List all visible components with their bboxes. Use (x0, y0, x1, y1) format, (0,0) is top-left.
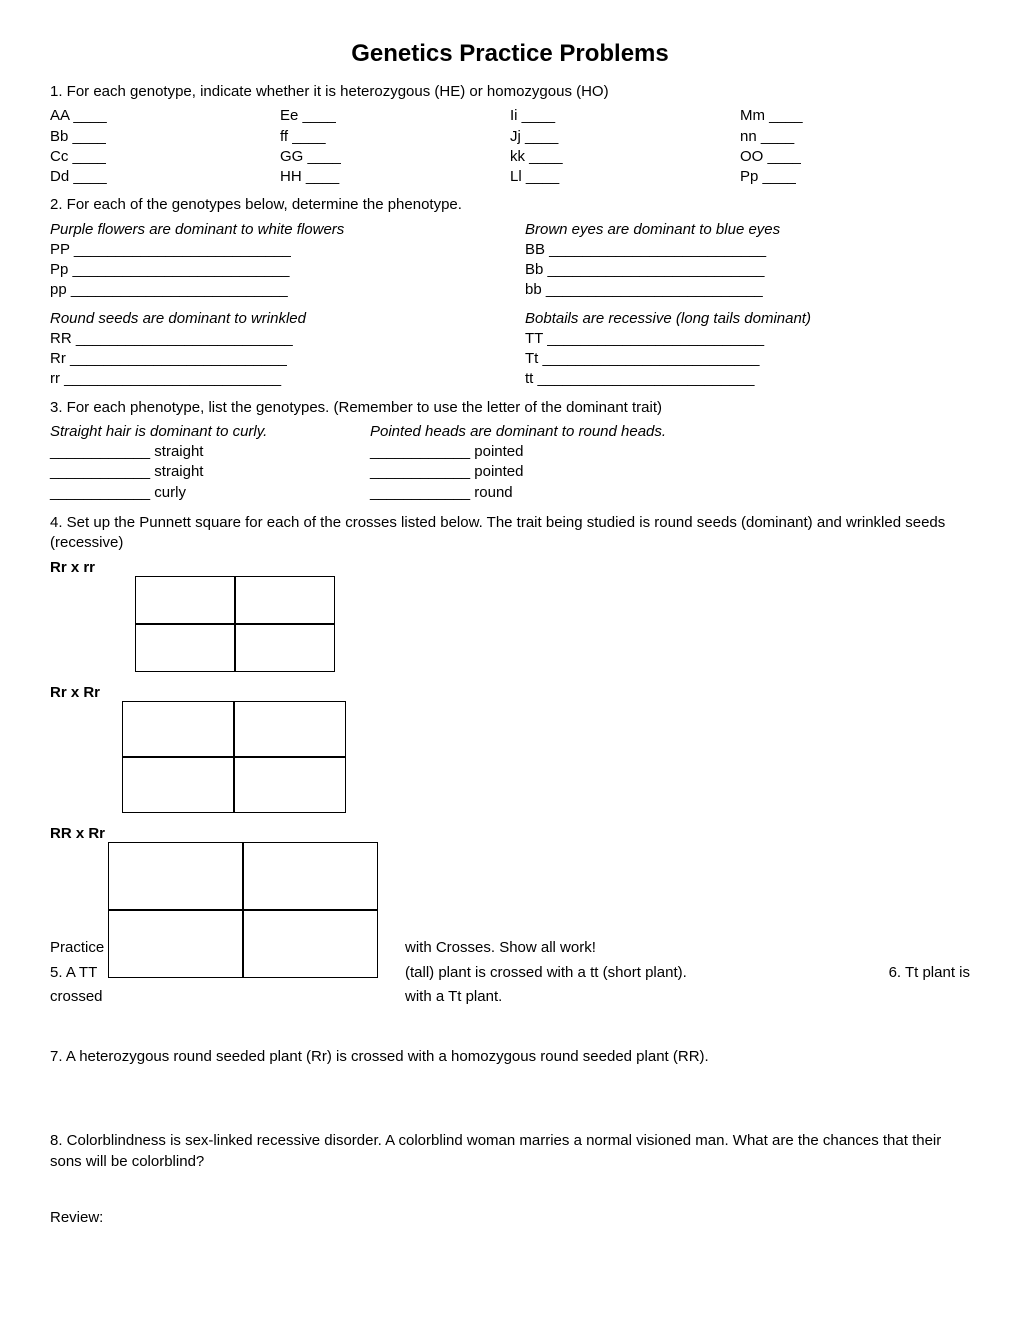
phenotype-item: TT (525, 329, 970, 349)
phenotype-item: PP (50, 240, 495, 260)
phenotype-item: Pp (50, 260, 495, 280)
punnett-cell (108, 842, 243, 910)
q2-prompt: 2. For each of the genotypes below, dete… (50, 195, 970, 215)
phenotype-item: Bb (525, 260, 970, 280)
q5-left2: crossed (50, 987, 135, 1007)
genotype-item: Ll (510, 167, 740, 187)
q2-row1: Purple flowers are dominant to white flo… (50, 220, 970, 301)
punnett-cell (235, 624, 335, 672)
q3-grid: Straight hair is dominant to curly. stra… (50, 422, 970, 503)
genotype-item: HH (280, 167, 510, 187)
genotype-item: Bb (50, 127, 280, 147)
phenotype-item: rr (50, 369, 495, 389)
page-title: Genetics Practice Problems (50, 40, 970, 68)
genotype-blank: straight (50, 442, 370, 462)
q2-desc: Purple flowers are dominant to white flo… (50, 220, 495, 240)
review-label: Review: (50, 1208, 970, 1228)
phenotype-item: BB (525, 240, 970, 260)
q5-mid2: with a Tt plant. (405, 987, 502, 1007)
cross-label: Rr x Rr (50, 684, 135, 701)
q1-grid: AA Bb Cc Dd Ee ff GG HH Ii Jj kk Ll Mm n… (50, 106, 970, 187)
genotype-item: Dd (50, 167, 280, 187)
punnett-2: Rr x Rr (50, 684, 970, 701)
q7-prompt: 7. A heterozygous round seeded plant (Rr… (50, 1047, 970, 1067)
phenotype-item: pp (50, 280, 495, 300)
genotype-item: Ee (280, 106, 510, 126)
genotype-item: Cc (50, 147, 280, 167)
phenotype-item: tt (525, 369, 970, 389)
genotype-item: AA (50, 106, 280, 126)
punnett-3: RR x Rr (50, 825, 970, 842)
punnett-grid (122, 701, 970, 813)
cross-label: Rr x rr (50, 559, 135, 576)
q3-desc: Straight hair is dominant to curly. (50, 422, 370, 442)
genotype-blank: straight (50, 462, 370, 482)
q2-desc: Round seeds are dominant to wrinkled (50, 309, 495, 329)
genotype-item: nn (740, 127, 970, 147)
genotype-blank: round (370, 483, 666, 503)
q5-line2: crossed with a Tt plant. (50, 987, 970, 1007)
phenotype-item: bb (525, 280, 970, 300)
phenotype-item: RR (50, 329, 495, 349)
punnett-grid (108, 842, 970, 978)
punnett-cell (122, 757, 234, 813)
punnett-cell (108, 910, 243, 978)
q3-prompt: 3. For each phenotype, list the genotype… (50, 398, 970, 418)
genotype-item: Jj (510, 127, 740, 147)
q8-prompt: 8. Colorblindness is sex-linked recessiv… (50, 1131, 970, 1172)
q1-prompt: 1. For each genotype, indicate whether i… (50, 82, 970, 102)
genotype-item: OO (740, 147, 970, 167)
punnett-grid (135, 576, 970, 672)
punnett-cell (235, 576, 335, 624)
q4-prompt: 4. Set up the Punnett square for each of… (50, 513, 970, 554)
genotype-item: GG (280, 147, 510, 167)
punnett-cell (234, 701, 346, 757)
genotype-blank: pointed (370, 442, 666, 462)
punnett-1: Rr x rr (50, 559, 970, 576)
genotype-blank: curly (50, 483, 370, 503)
punnett-cell (135, 576, 235, 624)
phenotype-item: Tt (525, 349, 970, 369)
phenotype-item: Rr (50, 349, 495, 369)
q2-desc: Bobtails are recessive (long tails domin… (525, 309, 970, 329)
punnett-cell (243, 842, 378, 910)
punnett-cell (243, 910, 378, 978)
punnett-cell (135, 624, 235, 672)
genotype-item: Pp (740, 167, 970, 187)
cross-label: RR x Rr (50, 825, 135, 842)
q3-desc: Pointed heads are dominant to round head… (370, 422, 666, 442)
punnett-cell (122, 701, 234, 757)
q2-row2: Round seeds are dominant to wrinkled RR … (50, 309, 970, 390)
q2-desc: Brown eyes are dominant to blue eyes (525, 220, 970, 240)
genotype-item: ff (280, 127, 510, 147)
genotype-item: kk (510, 147, 740, 167)
genotype-blank: pointed (370, 462, 666, 482)
genotype-item: Ii (510, 106, 740, 126)
genotype-item: Mm (740, 106, 970, 126)
punnett-cell (234, 757, 346, 813)
